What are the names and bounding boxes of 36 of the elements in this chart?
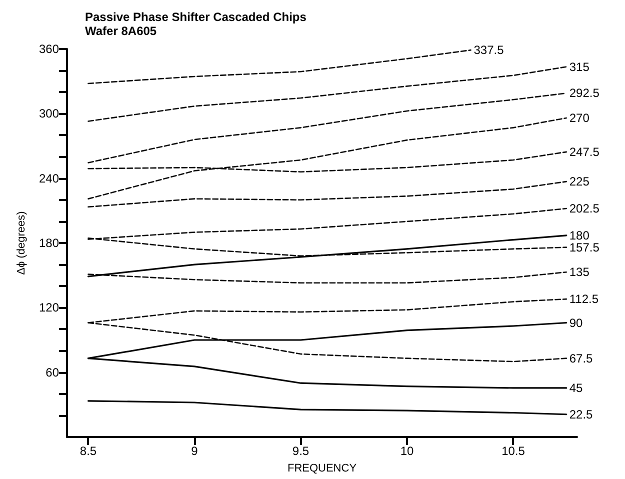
- line-series: [88, 117, 568, 200]
- x-tick-label: 9.5: [292, 444, 310, 458]
- x-tick-label: 8.5: [80, 444, 97, 458]
- y-tick-label: 60: [46, 365, 60, 380]
- series-label: 135: [569, 265, 590, 280]
- y-tick-label: 180: [38, 236, 60, 250]
- line-series: [88, 180, 568, 208]
- series-label: 202.5: [569, 202, 600, 216]
- series-label: 67.5: [569, 351, 594, 366]
- series-label: 247.5: [569, 144, 600, 159]
- series-label: 90: [569, 316, 584, 330]
- line-series: [88, 66, 568, 122]
- series-label: 315: [569, 60, 590, 74]
- series-label: 180: [569, 228, 590, 242]
- x-tick-label: 9: [191, 444, 198, 458]
- series-label: 225: [569, 174, 590, 189]
- y-tick-label: 360: [38, 42, 60, 56]
- y-tick-label: 120: [38, 300, 60, 315]
- series-label: 112.5: [569, 292, 599, 306]
- y-tick-label: 300: [38, 106, 60, 121]
- y-tick-label: 240: [38, 171, 60, 186]
- x-axis-title: FREQUENCY: [287, 462, 358, 474]
- y-axis-title: Δϕ (degrees): [16, 211, 28, 275]
- series-label: 270: [569, 110, 590, 125]
- line-series: [88, 49, 472, 84]
- series-label: 337.5: [474, 43, 504, 58]
- chart-subtitle: Wafer 8A605: [85, 24, 157, 38]
- line-series: [87, 400, 568, 416]
- chart-title: Passive Phase Shifter Cascaded Chips: [85, 10, 307, 24]
- x-tick-label: 10: [400, 444, 414, 458]
- series-label: 157.5: [569, 240, 600, 254]
- line-series: [88, 92, 568, 164]
- x-tick-label: 10.5: [502, 444, 526, 458]
- series-label: 292.5: [569, 86, 600, 100]
- series-label: 22.5: [569, 407, 594, 422]
- series-label: 45: [569, 380, 584, 395]
